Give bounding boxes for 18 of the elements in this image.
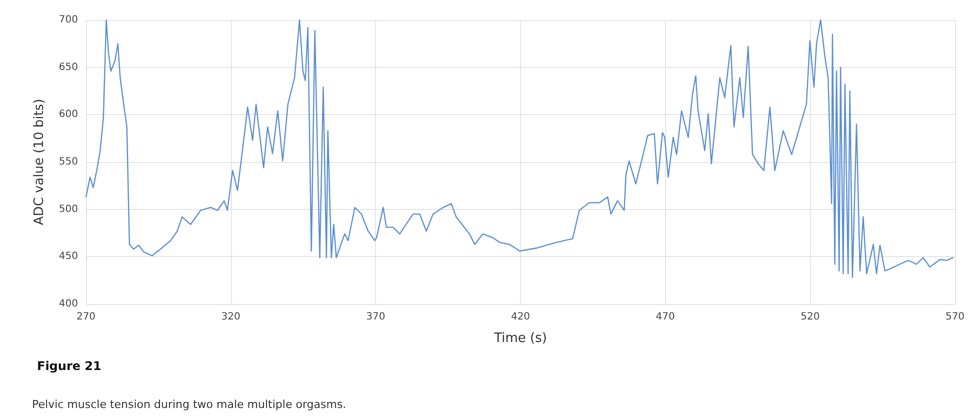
- x-tick-label: 470: [656, 312, 675, 322]
- x-axis-title: Time (s): [493, 331, 547, 346]
- x-tick-label: 370: [366, 312, 386, 322]
- y-tick-label: 400: [58, 298, 78, 310]
- text: Pelvic muscle tension during two male multiple orgasms.: [32, 398, 346, 411]
- y-tick-label: 700: [58, 14, 78, 26]
- y-tick-label: 500: [58, 204, 78, 215]
- y-tick-label: 550: [58, 156, 78, 168]
- x-tick-label: 570: [945, 312, 965, 322]
- x-tick-label: 420: [510, 312, 530, 322]
- x-tick-label: 520: [800, 312, 820, 322]
- x-tick-label: 270: [76, 312, 96, 322]
- text: Figure 21: [37, 359, 102, 373]
- y-tick-label: 650: [58, 62, 78, 73]
- y-tick-label: 450: [58, 251, 78, 262]
- y-tick-label: 600: [58, 109, 78, 120]
- x-tick-label: 320: [221, 312, 240, 322]
- y-axis-title: ADC value (10 bits): [32, 98, 47, 226]
